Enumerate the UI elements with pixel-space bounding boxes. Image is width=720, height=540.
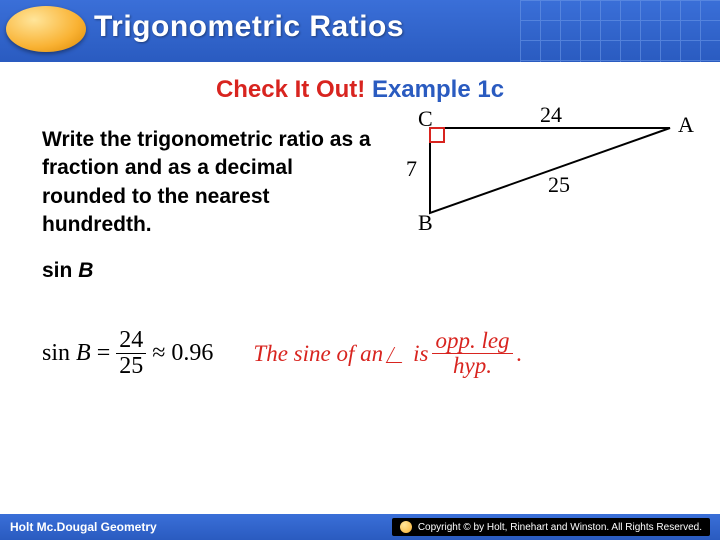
sol-var: B [76,340,91,367]
side-ab: 25 [548,172,570,198]
def-period: . [517,341,523,367]
triangle-diagram: C A B 24 7 25 [400,108,700,248]
subtitle-red: Check It Out! [216,76,365,103]
def-after: is [413,341,428,367]
copyright-icon [400,521,412,533]
sol-eq: = [97,340,111,367]
sol-sin: sin [42,340,70,367]
sol-fraction: 24 25 [116,328,146,379]
subtitle-blue: Example 1c [372,76,504,103]
def-frac-num: opp. leg [432,329,512,354]
sol-decimal: 0.96 [171,340,213,367]
question-var: B [78,259,93,282]
solution-row: sinB = 24 25 ≈ 0.96 The sine of an is op… [42,328,682,379]
side-ca: 24 [540,102,562,128]
side-cb: 7 [406,156,417,182]
prompt-text: Write the trigonometric ratio as a fract… [42,126,382,239]
content-area: Write the trigonometric ratio as a fract… [0,104,720,283]
vertex-a: A [678,112,694,138]
footer-right-text: Copyright © by Holt, Rinehart and Winsto… [418,522,702,533]
question-prefix: sin [42,259,78,282]
vertex-c: C [418,106,433,132]
def-frac-den: hyp. [450,354,495,378]
angle-icon [386,347,411,363]
subtitle: Check It Out! Example 1c [0,76,720,104]
header-grid-decoration [520,0,720,62]
header-bar: Trigonometric Ratios [0,0,720,62]
page-title: Trigonometric Ratios [94,10,404,44]
header-oval-icon [6,6,86,52]
sol-approx: ≈ [152,340,165,367]
def-before: The sine of an [253,341,383,367]
def-fraction: opp. leg hyp. [432,329,512,378]
footer-left: Holt Mc.Dougal Geometry [10,520,157,534]
sol-frac-num: 24 [116,328,146,354]
question-line: sin B [42,259,678,283]
footer-bar: Holt Mc.Dougal Geometry Copyright © by H… [0,514,720,540]
vertex-b: B [418,210,433,236]
sine-definition: The sine of an is opp. leg hyp. . [253,329,522,378]
solution-equation: sinB = 24 25 ≈ 0.96 [42,328,213,379]
footer-copyright: Copyright © by Holt, Rinehart and Winsto… [392,518,710,536]
sol-frac-den: 25 [116,354,146,379]
